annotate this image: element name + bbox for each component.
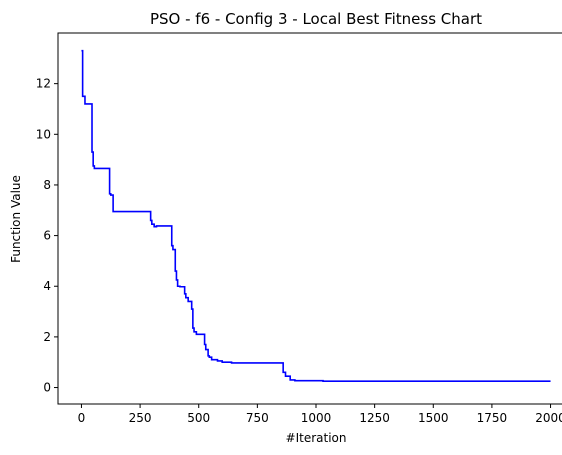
y-tick-label: 12 [36, 77, 51, 91]
chart-title: PSO - f6 - Config 3 - Local Best Fitness… [150, 10, 482, 28]
x-tick-label: 0 [78, 411, 86, 425]
y-tick-label: 10 [36, 127, 51, 141]
x-tick-label: 250 [129, 411, 152, 425]
plot-area [81, 49, 551, 383]
x-axis-label: #Iteration [286, 431, 347, 445]
x-tick-label: 1000 [301, 411, 332, 425]
y-tick-label: 2 [43, 330, 51, 344]
plot-frame [57, 32, 562, 405]
x-tick-label: 500 [187, 411, 210, 425]
x-tick-label: 750 [246, 411, 269, 425]
y-tick-label: 6 [43, 229, 51, 243]
y-axis-label: Function Value [9, 175, 23, 263]
y-tick-label: 8 [43, 178, 51, 192]
x-tick-label: 1750 [477, 411, 508, 425]
y-tick-label: 4 [43, 279, 51, 293]
x-tick-label: 1250 [359, 411, 390, 425]
x-tick-label: 1500 [418, 411, 449, 425]
y-axis: 0 2 4 6 8 10 12 [36, 77, 58, 395]
series-line-0 [81, 49, 551, 383]
y-tick-label: 0 [43, 381, 51, 395]
